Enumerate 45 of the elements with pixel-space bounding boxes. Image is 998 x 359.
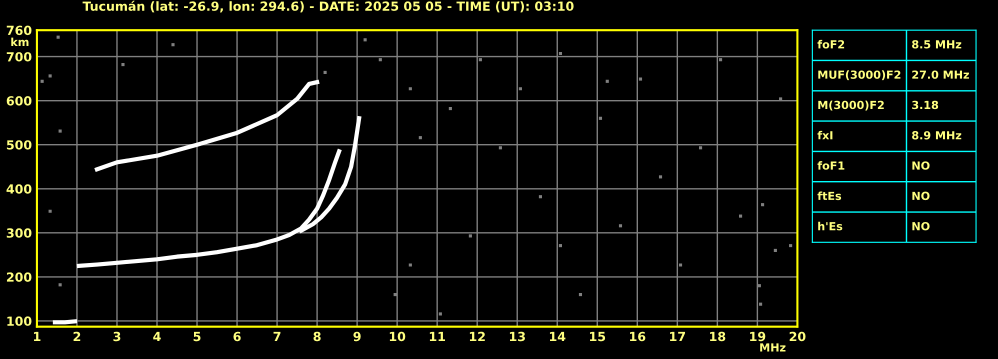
x-tick-label: 7: [274, 332, 280, 342]
text: fxI: [817, 130, 832, 140]
text: foF1: [817, 161, 844, 170]
text: NO: [912, 161, 930, 170]
y-tick-label: 300: [6, 228, 32, 238]
x-tick-label: 2: [74, 332, 80, 342]
y-tick-label: 700: [6, 52, 32, 62]
text: 8.5 MHz: [912, 40, 962, 49]
x-tick-label: 3: [113, 332, 120, 342]
text: h'Es: [818, 222, 842, 230]
y-tick-label: 760: [6, 26, 32, 36]
x-tick-label: 13: [510, 332, 525, 342]
x-tick-label: 10: [390, 332, 406, 342]
x-tick-label: 18: [710, 332, 726, 342]
text: NO: [912, 192, 930, 200]
chart-title: Tucumán (lat: -26.9, lon: 294.6) - DATE: 2025 05 05 - TIME (UT): 03:10: [82, 0, 574, 12]
x-tick-label: 19: [750, 332, 766, 342]
y-tick-label: 100: [7, 316, 32, 326]
y-tick-label: 400: [6, 184, 32, 194]
x-tick-label: 12: [470, 332, 485, 342]
x-tick-label: 8: [314, 332, 321, 342]
y-axis-title: km: [11, 38, 28, 46]
x-tick-label: 5: [194, 332, 200, 342]
x-tick-label: 14: [550, 332, 566, 342]
x-tick-label: 6: [233, 332, 241, 342]
text: NO: [912, 222, 930, 230]
x-tick-label: 16: [630, 332, 646, 342]
x-tick-label: 11: [430, 332, 446, 342]
text: 3.18: [912, 100, 938, 110]
x-axis-title: MHz: [760, 343, 786, 352]
text: M(3000)F2: [818, 100, 884, 110]
x-tick-label: 9: [353, 332, 361, 342]
text: 8.9 MHz: [912, 131, 962, 140]
x-tick-label: 20: [790, 332, 806, 342]
text: 27.0 MHz: [912, 70, 969, 79]
text: foF2: [817, 40, 844, 49]
x-tick-label: 1: [34, 332, 40, 342]
x-tick-label: 4: [153, 332, 161, 342]
text: ftEs: [817, 191, 842, 200]
y-tick-label: 600: [6, 96, 32, 106]
x-tick-label: 17: [670, 332, 686, 342]
x-tick-label: 15: [590, 332, 606, 342]
text: MUF(3000)F2: [818, 70, 900, 80]
y-tick-label: 200: [6, 272, 32, 282]
y-tick-label: 500: [6, 140, 32, 150]
